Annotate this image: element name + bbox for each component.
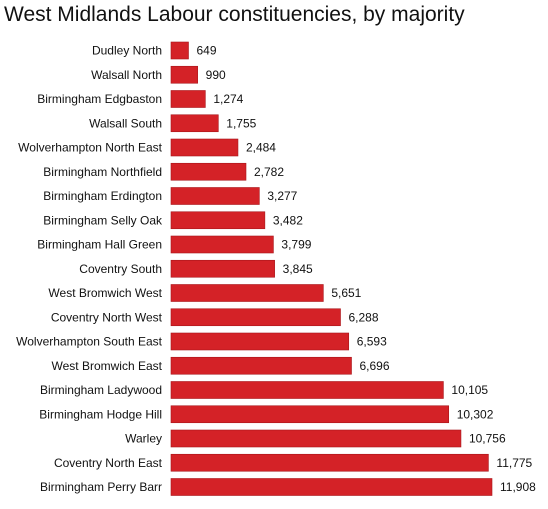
bar-birmingham-ladywood xyxy=(170,381,444,399)
value-label-west-bromwich-east: 6,696 xyxy=(360,359,390,373)
bar-walsall-north xyxy=(170,65,198,84)
bar-wolverhampton-north-east xyxy=(170,138,239,157)
value-label-warley: 10,756 xyxy=(469,432,506,446)
value-label-coventry-north-east: 11,775 xyxy=(496,456,532,470)
category-label-birmingham-northfield: Birmingham Northfield xyxy=(43,165,162,179)
category-label-west-bromwich-west: West Bromwich West xyxy=(48,286,162,300)
category-label-coventry-north-east: Coventry North East xyxy=(54,456,163,470)
bar-coventry-south xyxy=(170,259,275,278)
category-label-wolverhampton-north-east: Wolverhampton North East xyxy=(18,141,163,155)
category-label-birmingham-selly-oak: Birmingham Selly Oak xyxy=(43,213,163,227)
bar-birmingham-hall-green xyxy=(170,235,274,254)
value-label-coventry-north-west: 6,288 xyxy=(349,310,379,324)
bar-coventry-north-east xyxy=(170,453,489,472)
bar-west-bromwich-west xyxy=(170,284,324,302)
value-label-birmingham-selly-oak: 3,482 xyxy=(273,213,303,227)
category-label-dudley-north: Dudley North xyxy=(92,44,162,58)
value-label-walsall-north: 990 xyxy=(206,68,226,82)
value-label-west-bromwich-west: 5,651 xyxy=(331,286,361,300)
bar-birmingham-hodge-hill xyxy=(170,405,450,424)
value-label-birmingham-perry-barr: 11,908 xyxy=(500,480,536,494)
value-label-birmingham-northfield: 2,782 xyxy=(254,165,284,179)
category-label-birmingham-hodge-hill: Birmingham Hodge Hill xyxy=(39,407,162,421)
value-label-coventry-south: 3,845 xyxy=(283,262,313,276)
category-label-warley: Warley xyxy=(125,432,162,446)
bar-warley xyxy=(170,429,462,448)
value-label-wolverhampton-south-east: 6,593 xyxy=(357,335,387,349)
bar-birmingham-northfield xyxy=(170,162,247,181)
category-label-birmingham-ladywood: Birmingham Ladywood xyxy=(40,383,162,397)
value-labels-group: 649 990 1,274 1,755 2,484 2,782 3,277 3,482 3,79… xyxy=(196,44,536,495)
bar-coventry-north-west xyxy=(170,308,341,327)
bar-birmingham-perry-barr xyxy=(170,478,493,496)
bar-birmingham-erdington xyxy=(170,187,260,205)
bar-walsall-south xyxy=(170,114,219,133)
chart-title: West Midlands Labour constituencies, by … xyxy=(4,3,465,26)
category-label-birmingham-edgbaston: Birmingham Edgbaston xyxy=(37,92,162,106)
category-label-birmingham-hall-green: Birmingham Hall Green xyxy=(37,238,162,252)
category-label-walsall-south: Walsall South xyxy=(89,116,162,130)
value-label-wolverhampton-north-east: 2,484 xyxy=(246,141,276,155)
category-label-coventry-north-west: Coventry North West xyxy=(51,310,163,324)
bar-birmingham-edgbaston xyxy=(170,90,206,108)
value-label-birmingham-hodge-hill: 10,302 xyxy=(457,407,494,421)
category-label-coventry-south: Coventry South xyxy=(79,262,162,276)
category-label-west-bromwich-east: West Bromwich East xyxy=(52,359,163,373)
category-labels-group: Dudley North Walsall North Birmingham Edgb… xyxy=(16,44,163,495)
bars-group xyxy=(170,41,493,496)
bar-dudley-north xyxy=(170,41,189,60)
category-label-walsall-north: Walsall North xyxy=(91,68,162,82)
bar-west-bromwich-east xyxy=(170,356,352,375)
category-label-birmingham-erdington: Birmingham Erdington xyxy=(43,189,162,203)
bar-wolverhampton-south-east xyxy=(170,332,350,351)
category-label-wolverhampton-south-east: Wolverhampton South East xyxy=(16,335,163,349)
value-label-dudley-north: 649 xyxy=(196,44,216,58)
value-label-birmingham-hall-green: 3,799 xyxy=(281,238,311,252)
value-label-walsall-south: 1,755 xyxy=(226,116,256,130)
category-label-birmingham-perry-barr: Birmingham Perry Barr xyxy=(40,480,162,494)
value-label-birmingham-edgbaston: 1,274 xyxy=(213,92,243,106)
bar-birmingham-selly-oak xyxy=(170,211,266,230)
value-label-birmingham-ladywood: 10,105 xyxy=(451,383,488,397)
value-label-birmingham-erdington: 3,277 xyxy=(267,189,297,203)
